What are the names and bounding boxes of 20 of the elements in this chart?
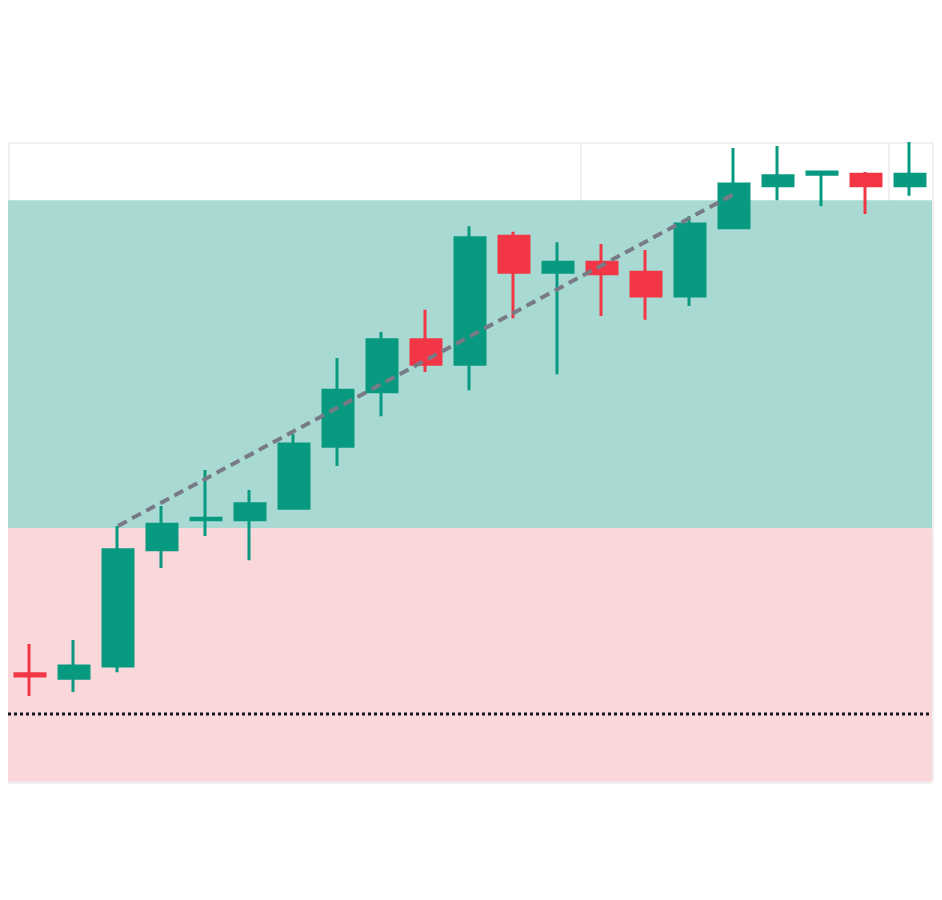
candlestick: [761, 144, 795, 202]
candlestick: [365, 330, 399, 418]
candlestick: [189, 468, 223, 538]
candlestick: [453, 224, 487, 392]
candlestick: [145, 504, 179, 570]
candlestick: [277, 432, 311, 510]
candlestick: [497, 230, 531, 320]
candlestick: [893, 140, 927, 198]
candlestick: [673, 214, 707, 308]
candlestick: [57, 638, 91, 694]
candlestick: [409, 308, 443, 374]
candlestick: [321, 356, 355, 468]
candlestick: [541, 240, 575, 376]
candlestick: [717, 146, 751, 230]
candlestick: [233, 488, 267, 562]
candlestick: [805, 170, 839, 208]
candlestick: [629, 248, 663, 322]
candlestick: [13, 642, 47, 698]
candlestick: [101, 524, 135, 674]
candlestick: [849, 170, 883, 216]
